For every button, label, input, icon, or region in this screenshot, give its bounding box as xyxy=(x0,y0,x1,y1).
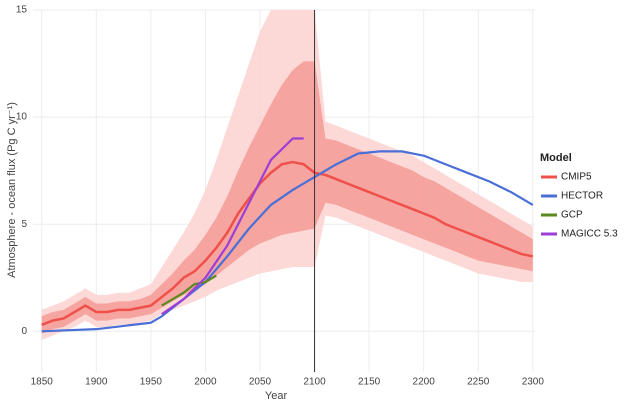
legend-label: HECTOR xyxy=(561,191,603,202)
x-tick-label: 2150 xyxy=(358,377,381,388)
x-tick-label: 2200 xyxy=(413,377,436,388)
x-tick-label: 2000 xyxy=(194,377,217,388)
plot-area xyxy=(41,10,534,340)
y-tick-label: 15 xyxy=(16,5,28,16)
x-tick-label: 1900 xyxy=(85,377,108,388)
x-tick-label: 2100 xyxy=(303,377,326,388)
x-tick-label: 2300 xyxy=(522,377,545,388)
line xyxy=(161,274,217,307)
line xyxy=(161,137,304,316)
line xyxy=(41,160,534,327)
y-tick-label: 10 xyxy=(16,112,28,123)
x-tick-label: 2250 xyxy=(467,377,490,388)
x-axis-title: Year xyxy=(265,390,288,402)
x-tick-label: 2050 xyxy=(249,377,272,388)
range-band xyxy=(41,61,533,334)
legend-label: CMIP5 xyxy=(561,172,592,183)
y-tick-label: 0 xyxy=(21,326,27,337)
legend-title: Model xyxy=(540,152,572,164)
legend-label: MAGICC 5.3 xyxy=(561,229,618,240)
y-axis-title: Atmosphere - ocean flux (Pg C yr⁻¹) xyxy=(6,102,18,278)
x-tick-label: 1850 xyxy=(31,377,54,388)
y-tick-label: 5 xyxy=(21,219,27,230)
legend-label: GCP xyxy=(561,210,583,221)
x-tick-label: 1950 xyxy=(140,377,163,388)
